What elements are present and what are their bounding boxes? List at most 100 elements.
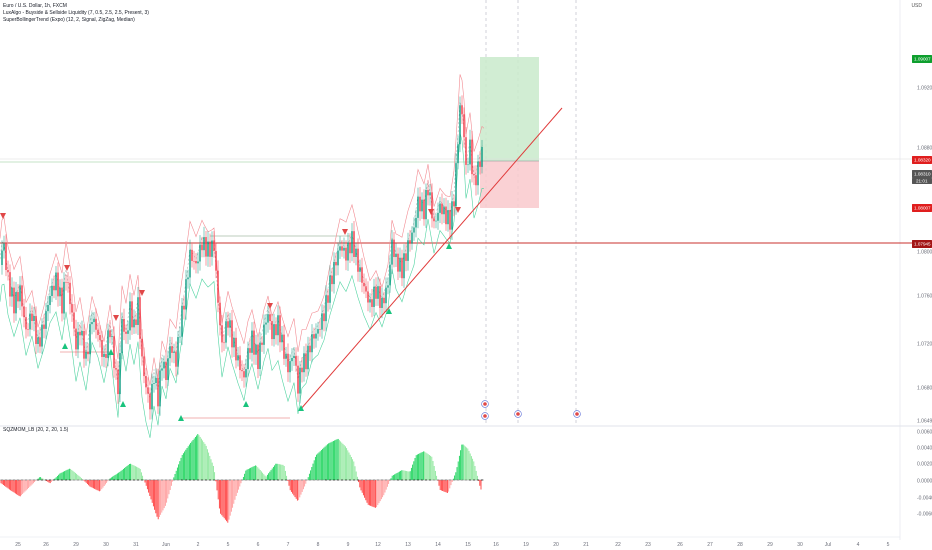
candle-body — [433, 218, 435, 222]
indicator-liquidity-label[interactable]: LuxAlgo - Buyside & Sellside Liquidity (… — [3, 10, 149, 16]
squeeze-dot — [37, 479, 39, 481]
indicator-bollinger-label[interactable]: SuperBollingerTrend (Expo) (12, 2, Signa… — [3, 17, 135, 23]
candle-body — [3, 243, 5, 251]
candle-body — [141, 338, 143, 357]
candle-body — [481, 146, 483, 167]
squeeze-dot — [233, 479, 235, 481]
squeeze-dot — [265, 479, 267, 481]
time-axis-tick: 23 — [645, 542, 651, 548]
candle-body — [107, 330, 109, 358]
candle-body — [335, 261, 337, 266]
candle-body — [213, 240, 215, 252]
squeeze-dot — [309, 479, 311, 481]
candle-body — [31, 313, 33, 321]
last-price-tag: 1.08320 — [912, 156, 932, 164]
candle-body — [425, 189, 427, 220]
squeeze-dot — [361, 479, 363, 481]
time-axis-tick: 30 — [797, 542, 803, 548]
candle-body — [389, 264, 391, 286]
candle-body — [41, 324, 43, 347]
candle-body — [211, 240, 213, 257]
candle-body — [225, 321, 227, 343]
squeeze-dot — [45, 479, 47, 481]
squeeze-dot — [41, 479, 43, 481]
candle-body — [45, 311, 47, 329]
candle-body — [13, 287, 15, 314]
candle-body — [353, 231, 355, 257]
time-axis-tick: 20 — [553, 542, 559, 548]
candle-body — [101, 339, 103, 357]
candle-body — [377, 286, 379, 299]
candle-body — [309, 345, 311, 353]
candle-body — [429, 192, 431, 196]
candle-body — [331, 275, 333, 285]
squeeze-dot — [333, 479, 335, 481]
candle-body — [257, 344, 259, 369]
candle-body — [327, 295, 329, 303]
candle-body — [379, 286, 381, 308]
symbol-title[interactable]: Euro / U.S. Dollar, 1h, FXCM — [3, 3, 67, 9]
candle-body — [351, 231, 353, 254]
squeeze-dot — [137, 479, 139, 481]
candle-body — [413, 227, 415, 233]
squeeze-dot — [109, 479, 111, 481]
squeeze-dot — [117, 479, 119, 481]
time-axis-tick: 7 — [287, 542, 290, 548]
squeeze-dot — [9, 479, 11, 481]
candle-body — [85, 351, 87, 359]
squeeze-dot — [121, 479, 123, 481]
candle-body — [51, 285, 53, 296]
second-price-tag-sub-bg — [912, 178, 932, 184]
squeeze-dot — [153, 479, 155, 481]
candle-body — [29, 313, 31, 330]
candle-body — [443, 206, 445, 215]
squeeze-dot — [393, 479, 395, 481]
squeeze-dot — [125, 479, 127, 481]
squeeze-dot — [305, 479, 307, 481]
squeeze-dot — [293, 479, 295, 481]
candle-body — [367, 291, 369, 303]
sell-signal-marker — [455, 207, 461, 213]
time-axis-tick: 27 — [707, 542, 713, 548]
time-axis-tick: 9 — [347, 542, 350, 548]
candle-body — [275, 324, 277, 336]
candle-body — [321, 313, 323, 330]
candle-body — [175, 351, 177, 367]
target-price-tag: 1.09007 — [912, 55, 932, 63]
candle-body — [93, 318, 95, 323]
second-price-tag-bg — [912, 170, 932, 178]
candle-body — [65, 281, 67, 283]
candle-body — [245, 369, 247, 378]
squeeze-dot — [441, 479, 443, 481]
candle-body — [59, 287, 61, 297]
target-price-tag-text: 1.09007 — [914, 57, 931, 62]
candle-body — [33, 315, 35, 321]
second-price-tag-text: 1.08310 — [914, 172, 931, 177]
candle-body — [265, 322, 267, 325]
candle-body — [381, 297, 383, 308]
candle-body — [227, 321, 229, 328]
candle-body — [199, 244, 201, 262]
squeeze-dot — [61, 479, 63, 481]
squeeze-dot — [213, 479, 215, 481]
squeeze-dot — [349, 479, 351, 481]
candle-body — [223, 342, 225, 344]
candle-body — [341, 246, 343, 251]
squeeze-dot — [133, 479, 135, 481]
oscillator-label[interactable]: SQZMOM_LB (20, 2, 20, 1.5) — [3, 427, 69, 433]
candle-body — [293, 355, 295, 358]
squeeze-dot — [461, 479, 463, 481]
squeeze-dot — [373, 479, 375, 481]
candle-body — [155, 377, 157, 384]
candle-body — [131, 301, 133, 328]
candle-body — [117, 369, 119, 395]
candle-body — [125, 331, 127, 334]
squeeze-dot — [17, 479, 19, 481]
candle-body — [383, 297, 385, 304]
squeeze-dot — [245, 479, 247, 481]
squeeze-dot — [257, 479, 259, 481]
candle-body — [441, 203, 443, 215]
candle-body — [183, 305, 185, 310]
buy-signal-marker — [243, 401, 249, 407]
